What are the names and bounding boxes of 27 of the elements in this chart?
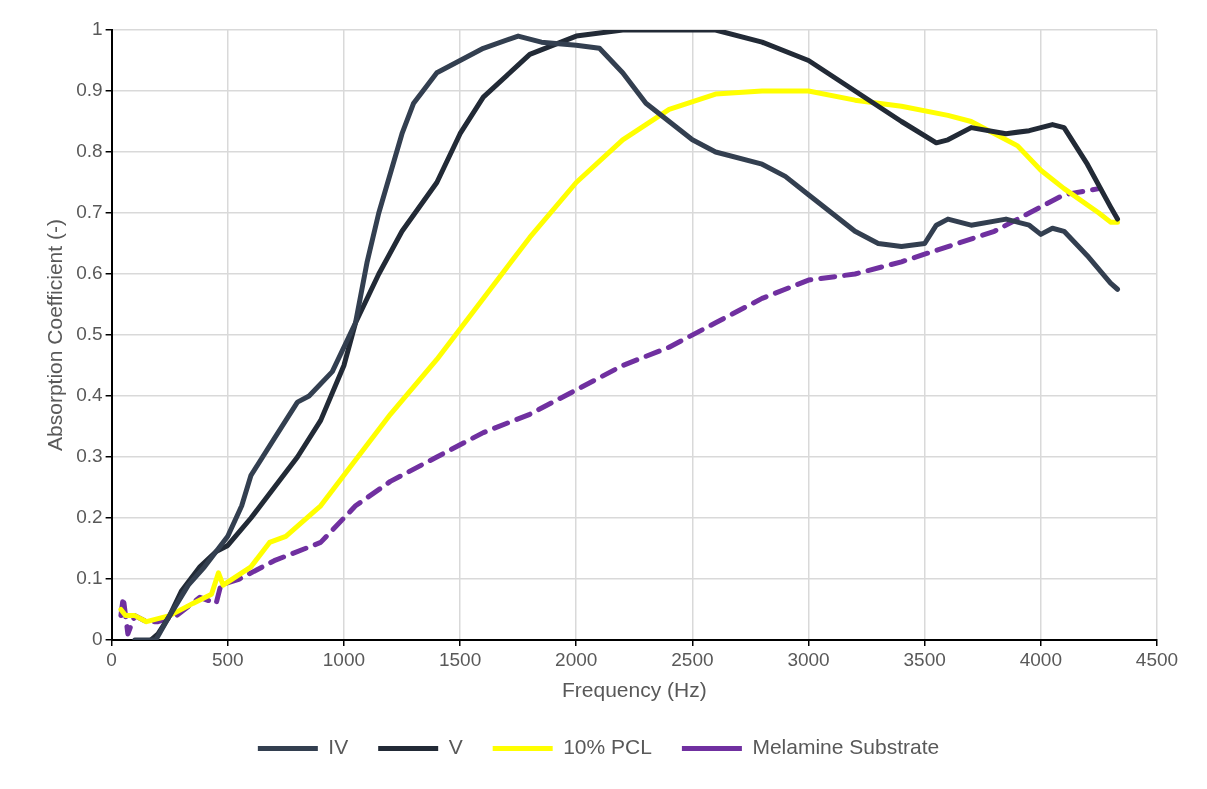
y-tick-label: 0: [92, 628, 103, 650]
x-tick-label: 2000: [555, 648, 598, 670]
y-tick-label: 0.5: [76, 323, 103, 345]
y-tick-label: 0.4: [76, 384, 104, 406]
legend-label: 10% PCL: [563, 735, 652, 759]
x-tick-label: 4000: [1019, 648, 1062, 670]
y-tick-label: 0.9: [76, 79, 103, 101]
x-tick-label: 4500: [1135, 648, 1179, 670]
x-tick-label: 3500: [903, 648, 946, 670]
x-axis-title: Frequency (Hz): [561, 678, 707, 702]
x-tick-label: 0: [106, 648, 117, 670]
y-tick-label: 0.2: [76, 506, 103, 528]
legend-label: Melamine Substrate: [752, 735, 940, 759]
x-tick-label: 2500: [671, 648, 714, 670]
x-tick-label: 1000: [322, 648, 366, 670]
x-tick-label: 1500: [438, 648, 482, 670]
x-tick-label: 500: [211, 648, 244, 670]
y-tick-label: 1: [92, 18, 103, 40]
y-tick-label: 0.3: [76, 445, 103, 467]
y-tick-label: 0.7: [76, 201, 103, 223]
y-tick-label: 0.1: [76, 567, 103, 589]
y-axis-title: Absorption Coefficient (-): [43, 219, 67, 451]
legend-label: IV: [328, 735, 349, 759]
y-tick-label: 0.8: [76, 140, 103, 162]
legend-label: V: [448, 735, 463, 759]
y-tick-label: 0.6: [76, 262, 103, 284]
x-tick-label: 3000: [787, 648, 830, 670]
